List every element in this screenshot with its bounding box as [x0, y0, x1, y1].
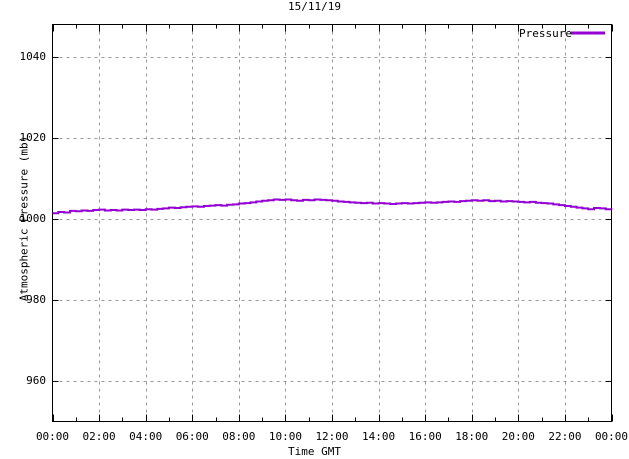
y-tick-label: 1040	[19, 49, 47, 63]
plot-frame	[52, 24, 612, 422]
x-tick-label: 10:00	[268, 429, 302, 443]
y-tick-label: 1000	[19, 211, 47, 225]
chart-title: 15/11/19	[288, 0, 341, 13]
x-tick-label: 00:00	[594, 429, 629, 443]
x-axis-label: Time GMT	[288, 445, 341, 458]
y-tick-label: 960	[26, 373, 46, 387]
x-tick-label: 12:00	[315, 429, 349, 443]
gridlines	[52, 24, 612, 422]
x-tick-label: 22:00	[548, 429, 582, 443]
legend-entry-label: Pressure	[519, 27, 572, 40]
x-tick-label: 08:00	[222, 429, 256, 443]
series-line-pressure	[52, 198, 613, 215]
y-tick-label: 1020	[19, 130, 47, 144]
x-tick-label: 04:00	[129, 429, 163, 443]
x-tick-label: 14:00	[362, 429, 396, 443]
x-tick-label: 18:00	[455, 429, 489, 443]
x-tick-label: 20:00	[501, 429, 535, 443]
axis-ticks	[52, 24, 613, 422]
data-series	[52, 198, 613, 215]
x-tick-label: 02:00	[82, 429, 116, 443]
x-tick-label: 06:00	[175, 429, 209, 443]
x-tick-label: 00:00	[35, 429, 70, 443]
y-tick-label: 980	[26, 292, 46, 306]
x-tick-label: 16:00	[408, 429, 442, 443]
